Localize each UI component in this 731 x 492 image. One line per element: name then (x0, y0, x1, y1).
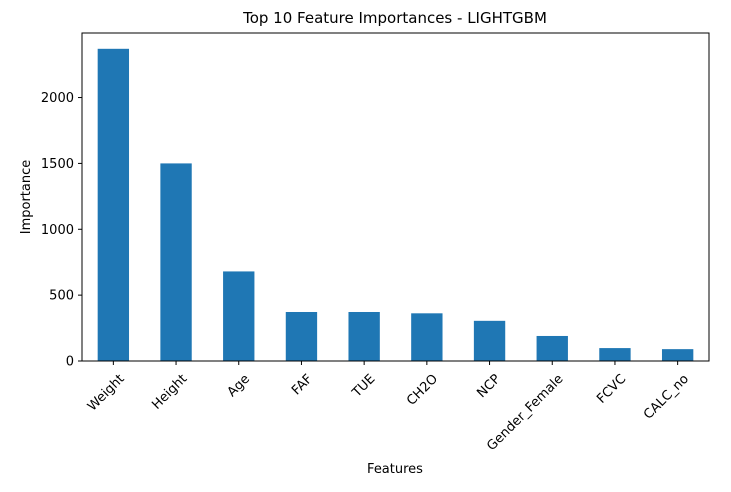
bar-calc-no (661, 349, 694, 361)
chart-title: Top 10 Feature Importances - LIGHTGBM (242, 9, 547, 27)
bars-group (97, 48, 694, 362)
y-tick-label: 0 (66, 355, 74, 370)
x-tick-label: FCVC (594, 372, 629, 407)
bar-faf (285, 311, 318, 361)
bar-ch2o (411, 313, 443, 361)
bar-tue (348, 311, 380, 361)
bar-age (223, 271, 255, 361)
plot-frame (81, 32, 710, 362)
y-axis: 0 500 1000 1500 2000 (41, 91, 82, 370)
x-tick-label: CALC_no (641, 372, 692, 423)
x-axis: Weight Height Age FAF TUE CH2O NCPGender_Femal… (85, 361, 692, 454)
x-tick-label: FAF (289, 372, 316, 399)
bar-weight (97, 48, 130, 362)
x-tick-label: TUE (349, 372, 378, 401)
y-axis-title: Importance (19, 160, 34, 235)
x-tick-label: Weight (85, 372, 128, 415)
y-tick-label: 1500 (41, 157, 74, 172)
y-tick-label: 2000 (41, 91, 74, 106)
x-axis-title: Features (367, 462, 423, 477)
x-tick-label: Age (225, 372, 253, 400)
x-tick-label: Height (149, 372, 190, 413)
y-tick-label: 500 (49, 289, 74, 304)
bar-fcvc (599, 348, 631, 361)
x-tick-label: CH2O (404, 372, 441, 409)
bar-ncp (473, 320, 506, 361)
x-tick-label: NCP (474, 372, 504, 402)
bar-gender-female (536, 335, 568, 361)
y-tick-label: 1000 (41, 223, 74, 238)
bar-height (160, 163, 192, 361)
